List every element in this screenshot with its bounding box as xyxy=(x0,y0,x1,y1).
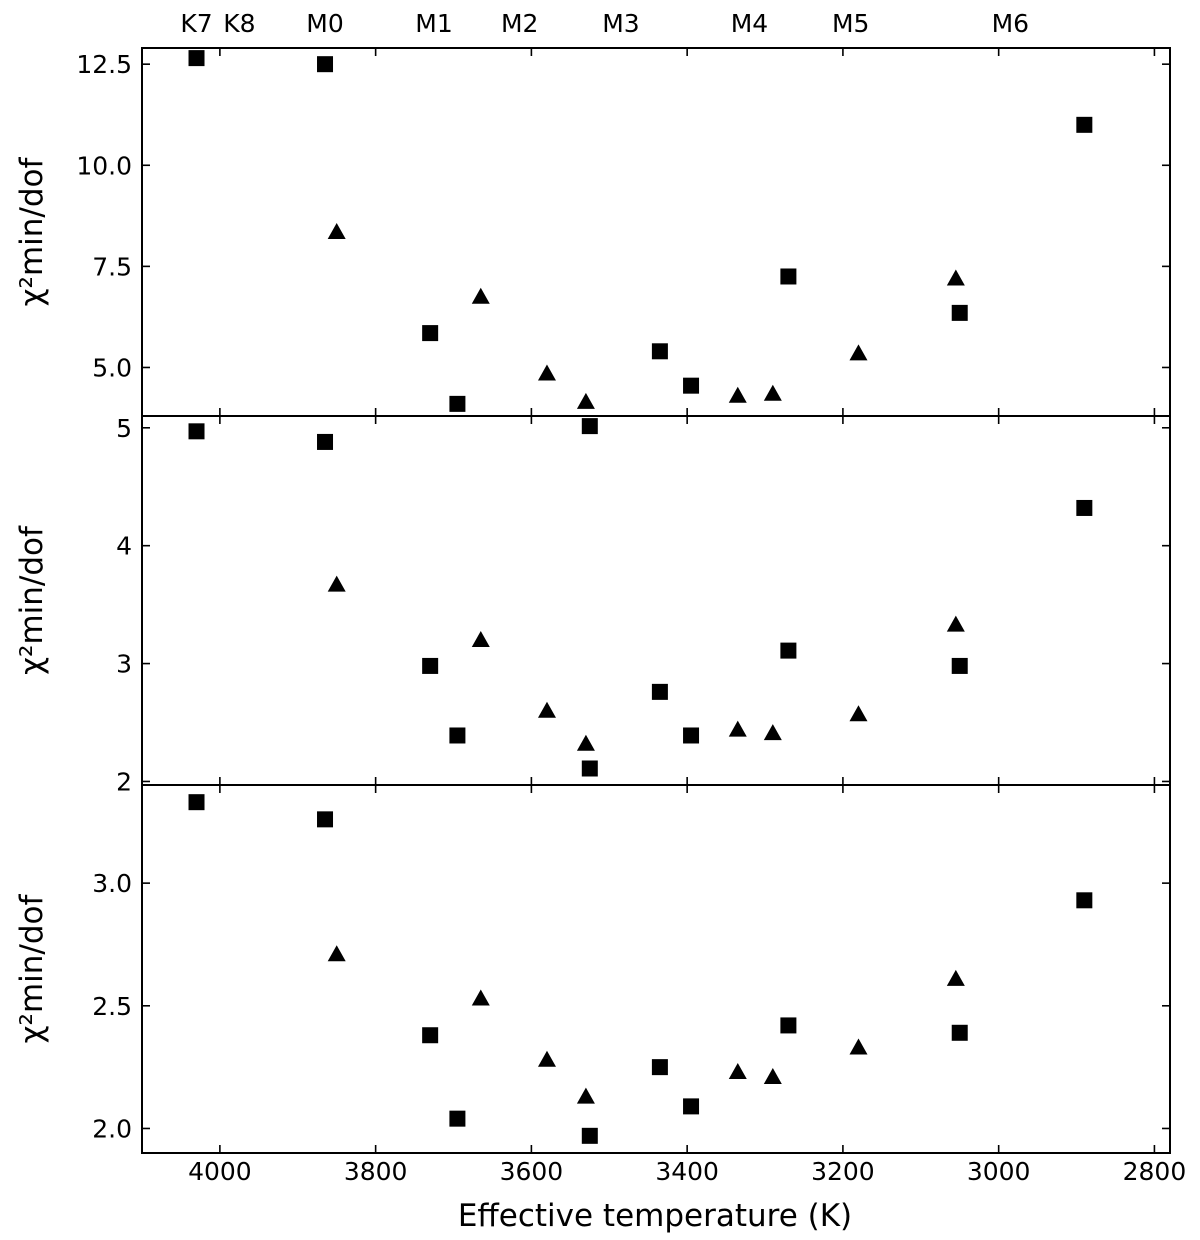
y-axis-label: χ²min/dof xyxy=(14,157,50,307)
data-point-square xyxy=(651,1059,668,1076)
data-point-triangle xyxy=(537,1050,556,1067)
data-point-square xyxy=(683,727,700,744)
data-point-square xyxy=(422,1027,439,1044)
y-tick-label: 5.0 xyxy=(92,353,132,382)
data-point-triangle xyxy=(537,701,556,718)
data-point-triangle xyxy=(849,1038,868,1055)
y-axis-label: χ²min/dof xyxy=(14,894,50,1044)
data-point-triangle xyxy=(763,1067,782,1084)
data-point-triangle xyxy=(471,287,490,304)
data-point-triangle xyxy=(728,386,747,403)
data-point-triangle xyxy=(849,705,868,722)
data-point-square xyxy=(188,50,205,67)
data-point-square xyxy=(683,377,700,394)
x-tick-label: 3600 xyxy=(500,1157,564,1186)
y-tick-label: 4 xyxy=(116,532,132,561)
data-point-square xyxy=(449,395,466,412)
data-point-square xyxy=(780,1017,797,1034)
x-tick-label: 2800 xyxy=(1123,1157,1187,1186)
top-axis-labels: K7 K8 M0 M1 M2 M3 M4 M5 M6 xyxy=(180,9,1029,38)
data-point-square xyxy=(1076,499,1093,516)
panel-frame xyxy=(141,415,1171,786)
spectral-type-label: K7 xyxy=(180,9,212,38)
data-point-triangle xyxy=(763,384,782,401)
data-point-square xyxy=(581,760,598,777)
data-point-square xyxy=(422,657,439,674)
data-point-triangle xyxy=(537,364,556,381)
data-point-square xyxy=(683,1098,700,1115)
data-point-square xyxy=(422,325,439,342)
y-tick-label: 2.5 xyxy=(92,992,132,1021)
data-point-triangle xyxy=(576,392,595,409)
panels-layer: 5.07.510.012.5χ²min/dof2345χ²min/dof2.02… xyxy=(14,47,1171,1154)
spectral-type-label: M6 xyxy=(992,9,1029,38)
panel-2: 2 3 4 5 χ²min/dof xyxy=(14,414,1171,796)
data-point-square xyxy=(951,657,968,674)
spectral-type-label: M0 xyxy=(306,9,343,38)
data-point-square xyxy=(780,268,797,285)
x-tick-label: 4000 xyxy=(188,1157,252,1186)
panel-frame xyxy=(141,47,1171,417)
y-tick-label: 10.0 xyxy=(76,151,132,180)
y-tick-label: 2 xyxy=(116,767,132,796)
spectral-type-label: M3 xyxy=(602,9,639,38)
data-point-square xyxy=(317,811,334,828)
data-point-square xyxy=(581,418,598,435)
data-point-triangle xyxy=(576,734,595,751)
x-tick-label: 3400 xyxy=(655,1157,719,1186)
data-point-square xyxy=(188,423,205,440)
data-point-square xyxy=(581,1127,598,1144)
data-point-square xyxy=(651,343,668,360)
spectral-type-label: M4 xyxy=(731,9,768,38)
y-tick-label: 2.0 xyxy=(92,1114,132,1143)
data-point-triangle xyxy=(327,575,346,592)
data-point-square xyxy=(449,1110,466,1127)
panel-1: 5.0 7.5 10.0 12.5 χ²min/dof xyxy=(14,47,1171,435)
x-tick-label: 3000 xyxy=(967,1157,1031,1186)
data-point-triangle xyxy=(576,1087,595,1104)
spectral-type-label: M2 xyxy=(501,9,538,38)
data-point-triangle xyxy=(327,223,346,239)
x-tick-label: 3800 xyxy=(344,1157,408,1186)
data-point-triangle xyxy=(946,269,965,286)
data-point-triangle xyxy=(471,630,490,647)
data-point-triangle xyxy=(728,1063,747,1080)
spectral-type-label: M1 xyxy=(415,9,452,38)
data-point-square xyxy=(317,56,334,73)
y-tick-label: 3.0 xyxy=(92,869,132,898)
data-point-triangle xyxy=(946,969,965,986)
data-point-triangle xyxy=(763,724,782,741)
panel-frame xyxy=(141,784,1171,1154)
y-tick-label: 12.5 xyxy=(76,50,132,79)
data-point-square xyxy=(188,794,205,811)
data-point-square xyxy=(1076,116,1093,133)
panel-3: 2.0 2.5 3.0 χ²min/dof xyxy=(14,784,1171,1154)
y-tick-label: 7.5 xyxy=(92,252,132,281)
y-tick-label: 3 xyxy=(116,650,132,679)
x-axis-label: Effective temperature (K) xyxy=(458,1198,852,1234)
data-point-triangle xyxy=(327,945,346,962)
data-point-square xyxy=(780,642,797,659)
data-point-triangle xyxy=(849,344,868,361)
data-point-square xyxy=(317,433,334,450)
x-tick-label: 3200 xyxy=(811,1157,875,1186)
y-tick-label: 5 xyxy=(116,414,132,443)
spectral-type-label: K8 xyxy=(223,9,255,38)
y-axis-label: χ²min/dof xyxy=(14,525,50,675)
spectral-type-label: M5 xyxy=(832,9,869,38)
data-point-square xyxy=(1076,892,1093,909)
data-point-square xyxy=(951,1024,968,1041)
data-point-triangle xyxy=(728,720,747,737)
data-point-square xyxy=(951,304,968,321)
data-point-triangle xyxy=(946,615,965,632)
data-point-square xyxy=(651,683,668,700)
x-axis: 4000 3800 3600 3400 3200 3000 2800 xyxy=(188,1157,1186,1186)
data-point-square xyxy=(449,727,466,744)
data-point-triangle xyxy=(471,989,490,1006)
